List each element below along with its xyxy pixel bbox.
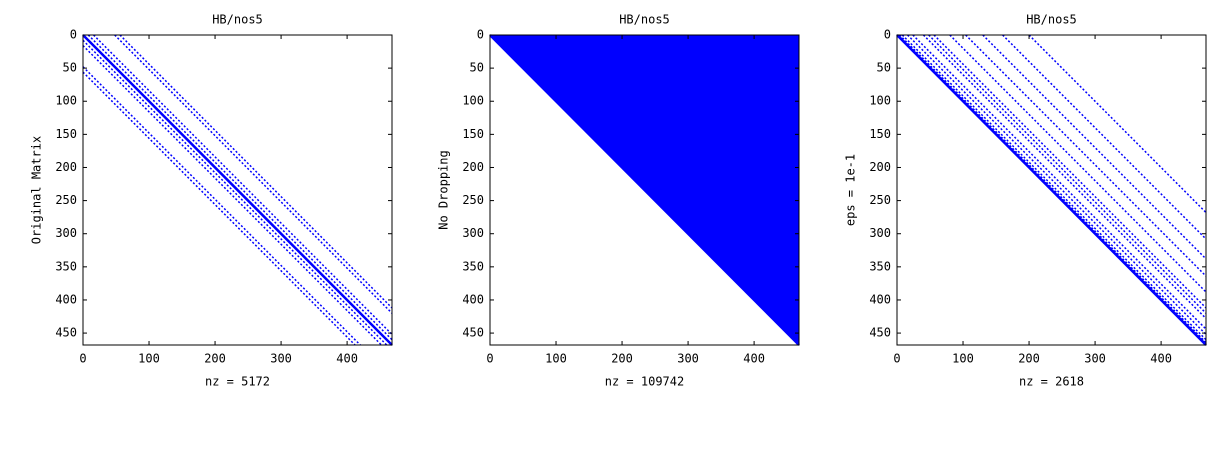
diagonal-band <box>965 34 1207 277</box>
y-tick-label: 100 <box>462 94 484 108</box>
x-tick-label: 100 <box>952 352 974 366</box>
axes-frame <box>489 34 800 346</box>
y-tick-label: 0 <box>70 28 77 42</box>
y-tick-label: 350 <box>55 259 77 273</box>
chart-title: HB/nos5 <box>1026 13 1077 27</box>
y-tick-label: 450 <box>55 326 77 340</box>
y-tick-label: 300 <box>462 226 484 240</box>
x-tick-label: 200 <box>204 352 226 366</box>
y-axis-label: Original Matrix <box>30 136 44 244</box>
diagonal-band <box>93 34 393 335</box>
x-tick-label: 100 <box>138 352 160 366</box>
y-tick-label: 350 <box>869 259 891 273</box>
diagonal-band <box>1028 34 1207 214</box>
y-tick-label: 450 <box>869 326 891 340</box>
diagonal-band <box>1002 34 1207 240</box>
axes-frame <box>82 34 393 346</box>
x-tick-label: 400 <box>743 352 765 366</box>
y-axis-label: No Dropping <box>437 150 451 229</box>
y-tick-label: 200 <box>462 160 484 174</box>
y-tick-label: 300 <box>869 226 891 240</box>
y-tick-label: 200 <box>869 160 891 174</box>
y-tick-label: 400 <box>462 292 484 306</box>
y-tick-label: 350 <box>462 259 484 273</box>
diagonal-band <box>907 34 1207 335</box>
y-tick-label: 400 <box>55 292 77 306</box>
diagonal-band <box>912 34 1207 330</box>
diagonal-band <box>82 45 382 346</box>
y-tick-label: 150 <box>869 127 891 141</box>
chart-title: HB/nos5 <box>619 13 670 27</box>
x-tick-label: 300 <box>677 352 699 366</box>
diagonal-band <box>119 34 393 309</box>
x-axis-label: nz = 2618 <box>1019 375 1084 389</box>
x-tick-label: 400 <box>336 352 358 366</box>
y-tick-label: 100 <box>55 94 77 108</box>
x-tick-label: 0 <box>79 352 86 366</box>
x-tick-label: 0 <box>486 352 493 366</box>
diagonal-band <box>82 71 356 346</box>
y-tick-label: 50 <box>877 61 891 75</box>
axes-frame <box>896 34 1207 346</box>
diagonal-band <box>82 66 361 346</box>
diagonal-band <box>922 34 1207 320</box>
x-tick-label: 200 <box>1018 352 1040 366</box>
y-tick-label: 250 <box>462 193 484 207</box>
y-tick-label: 50 <box>470 61 484 75</box>
diagonal-band <box>114 34 393 314</box>
y-tick-label: 200 <box>55 160 77 174</box>
x-axis-label: nz = 109742 <box>605 375 684 389</box>
diagonal-band <box>982 34 1207 260</box>
x-tick-label: 100 <box>545 352 567 366</box>
y-tick-label: 0 <box>477 28 484 42</box>
y-tick-label: 300 <box>55 226 77 240</box>
x-tick-label: 300 <box>270 352 292 366</box>
y-tick-label: 50 <box>63 61 77 75</box>
chart-title: HB/nos5 <box>212 13 263 27</box>
x-tick-label: 300 <box>1084 352 1106 366</box>
diagonal-band <box>896 34 1207 346</box>
y-tick-label: 100 <box>869 94 891 108</box>
y-tick-label: 0 <box>884 28 891 42</box>
x-axis-label: nz = 5172 <box>205 375 270 389</box>
y-axis-label: eps = 1e-1 <box>844 154 858 226</box>
y-tick-label: 250 <box>869 193 891 207</box>
diagonal-band <box>82 34 393 346</box>
diagonal-band <box>928 34 1207 314</box>
x-tick-label: 0 <box>893 352 900 366</box>
y-tick-label: 450 <box>462 326 484 340</box>
diagonal-band <box>933 34 1207 309</box>
diagonal-band <box>899 34 1207 343</box>
diagonal-band <box>897 34 1207 345</box>
x-tick-label: 200 <box>611 352 633 366</box>
y-tick-label: 400 <box>869 292 891 306</box>
x-tick-label: 400 <box>1150 352 1172 366</box>
y-tick-label: 150 <box>462 127 484 141</box>
y-tick-label: 250 <box>55 193 77 207</box>
y-tick-label: 150 <box>55 127 77 141</box>
diagonal-band <box>489 34 800 346</box>
diagonal-band <box>949 34 1207 293</box>
